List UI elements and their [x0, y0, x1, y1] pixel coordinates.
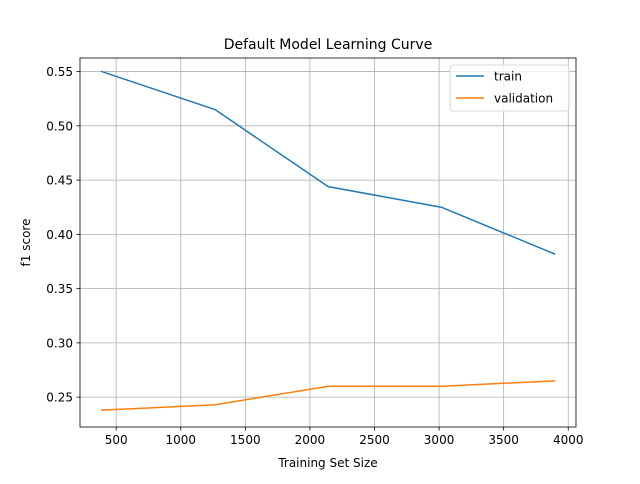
y-tick-label: 0.55: [46, 65, 73, 79]
y-tick-label: 0.35: [46, 282, 73, 296]
series-lines: [100, 70, 556, 411]
grid: [80, 58, 576, 427]
y-axis-label: f1 score: [19, 219, 33, 267]
chart-title: Default Model Learning Curve: [224, 37, 433, 53]
series-line-validation: [101, 380, 556, 411]
x-tick-label: 4000: [553, 433, 584, 447]
legend: train validation: [449, 64, 570, 112]
legend-label-validation: validation: [494, 92, 553, 106]
x-tick-label: 3500: [488, 433, 519, 447]
x-tick-label: 1000: [165, 433, 196, 447]
y-tick-label: 0.30: [46, 336, 73, 350]
plot-frame: [79, 57, 577, 428]
series-line-train: [100, 70, 556, 255]
y-tick-label: 0.50: [46, 119, 73, 133]
x-tick-label: 500: [105, 433, 128, 447]
y-tick-label: 0.45: [46, 174, 73, 188]
x-tick-label: 2500: [359, 433, 390, 447]
x-tick-label: 3000: [424, 433, 455, 447]
x-axis-label: Training Set Size: [277, 456, 377, 470]
x-tick-label: 2000: [295, 433, 326, 447]
legend-label-train: train: [494, 70, 522, 84]
axis-ticks: 500 1000 1500 2000 2500 3000 3500 4000 0.25 0.30 0…: [46, 65, 583, 447]
x-tick-label: 1500: [230, 433, 261, 447]
y-tick-label: 0.40: [46, 228, 73, 242]
y-tick-label: 0.25: [46, 391, 73, 405]
